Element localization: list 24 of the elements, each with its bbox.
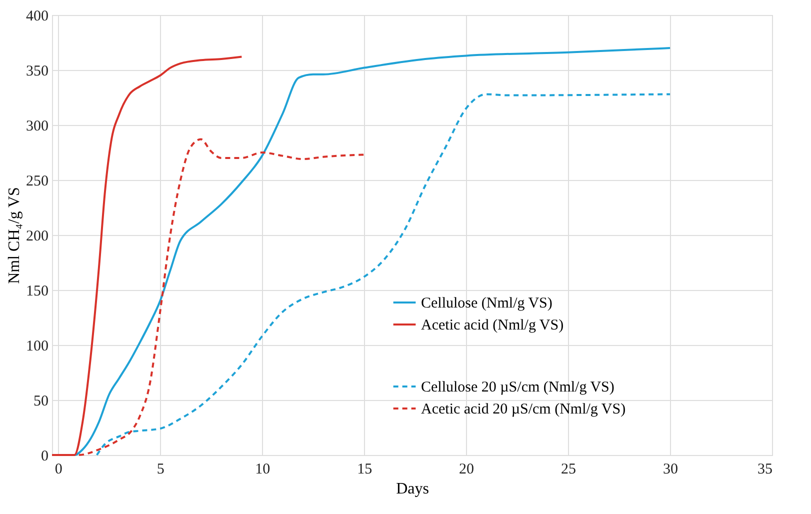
y-tick-label: 200 bbox=[26, 228, 48, 244]
x-tick-label: 5 bbox=[156, 462, 164, 478]
y-tick-label: 250 bbox=[26, 174, 48, 190]
y-tick-label: 100 bbox=[26, 338, 48, 354]
legend-label: Acetic acid (Nml/g VS) bbox=[421, 318, 564, 334]
legend-label: Acetic acid 20 µS/cm (Nml/g VS) bbox=[421, 402, 626, 418]
y-tick-label: 400 bbox=[26, 8, 48, 24]
x-tick-label: 0 bbox=[54, 462, 62, 478]
x-tick-label: 20 bbox=[459, 462, 474, 478]
x-tick-label: 35 bbox=[758, 462, 772, 478]
x-tick-label: 15 bbox=[357, 462, 372, 478]
y-tick-label: 350 bbox=[26, 64, 48, 80]
y-tick-label: 0 bbox=[41, 448, 48, 464]
x-tick-label: 10 bbox=[255, 462, 270, 478]
legend-label: Cellulose 20 µS/cm (Nml/g VS) bbox=[421, 380, 614, 396]
line-series bbox=[96, 93, 672, 456]
legend-label: Cellulose (Nml/g VS) bbox=[421, 296, 552, 312]
y-axis-title: Nml CH₄/g VS bbox=[6, 187, 23, 284]
y-tick-label: 50 bbox=[34, 394, 48, 410]
x-axis-title: Days bbox=[396, 480, 429, 498]
x-tick-label: 25 bbox=[561, 462, 576, 478]
x-tick-label: 30 bbox=[663, 462, 678, 478]
y-tick-label: 150 bbox=[26, 284, 48, 300]
y-tick-label: 300 bbox=[26, 118, 48, 134]
